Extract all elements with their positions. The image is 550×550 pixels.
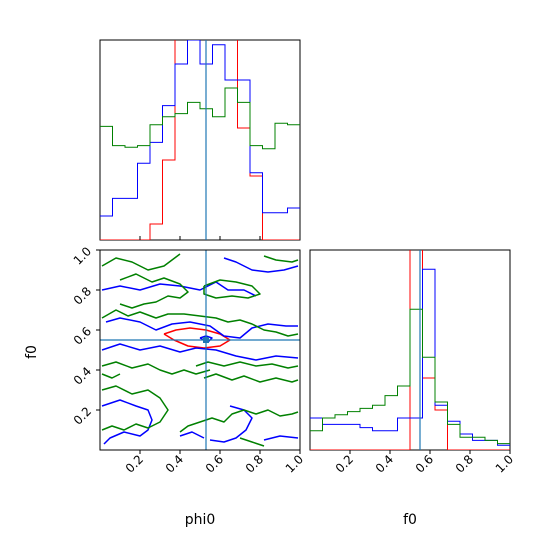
blue-contour bbox=[101, 343, 299, 361]
contour-frame bbox=[99, 249, 301, 451]
blue-contour bbox=[179, 431, 205, 439]
f0-xtick-label: 0.6 bbox=[413, 452, 436, 475]
f0-ytick-label: 0.2 bbox=[71, 404, 94, 427]
green-contour bbox=[263, 255, 299, 263]
truth-marker bbox=[203, 337, 209, 343]
f0-histogram-panel: 0.2 0.4 0.6 0.8 1.0 bbox=[309, 249, 516, 476]
green-contour bbox=[179, 409, 299, 433]
phi0-xtick-label: 0.6 bbox=[203, 452, 226, 475]
f0-ytick-label: 0.6 bbox=[71, 324, 94, 347]
green-contour bbox=[239, 437, 265, 447]
blue-contour bbox=[105, 317, 298, 339]
f0-ytick-label: 0.4 bbox=[71, 364, 94, 387]
green-contour bbox=[101, 253, 181, 271]
y-axis-label-f0: f0 bbox=[24, 345, 40, 359]
blue-contour bbox=[101, 399, 153, 445]
green-contour bbox=[101, 309, 299, 337]
f0-ytick-label: 0.8 bbox=[71, 284, 94, 307]
f0-xtick-label: 0.2 bbox=[333, 452, 356, 475]
phi0-f0-contour-panel: 0.2 0.4 0.6 0.8 1.0 0.2 0.4 0.6 0.8 1.0 bbox=[71, 244, 306, 475]
red-contour bbox=[163, 327, 231, 349]
phi0-blue-histogram bbox=[100, 40, 300, 217]
phi0-xtick-label: 1.0 bbox=[283, 452, 306, 475]
green-contour bbox=[203, 279, 261, 299]
phi0-red-histogram bbox=[100, 40, 300, 240]
green-contour bbox=[101, 385, 169, 431]
f0-ytick-label: 1.0 bbox=[71, 244, 94, 267]
green-contour bbox=[195, 361, 299, 369]
green-contour bbox=[203, 373, 299, 383]
phi0-histogram-frame bbox=[99, 39, 301, 241]
green-contour bbox=[101, 373, 121, 379]
green-contour bbox=[119, 273, 189, 309]
phi0-xtick-label: 0.2 bbox=[123, 452, 146, 475]
blue-contour bbox=[101, 281, 257, 297]
f0-xtick-label: 0.4 bbox=[373, 452, 396, 475]
blue-contour bbox=[209, 405, 253, 443]
x-axis-label-f0: f0 bbox=[403, 512, 417, 528]
f0-green-histogram bbox=[310, 308, 510, 445]
blue-contour bbox=[263, 435, 299, 441]
phi0-xtick-label: 0.4 bbox=[163, 452, 186, 475]
f0-xtick-label: 1.0 bbox=[493, 452, 516, 475]
green-contour bbox=[101, 361, 211, 375]
blue-contour bbox=[223, 257, 299, 273]
phi0-green-histogram bbox=[100, 87, 300, 150]
f0-blue-histogram bbox=[310, 268, 510, 446]
f0-xtick-label: 0.8 bbox=[453, 452, 476, 475]
phi0-xtick-label: 0.8 bbox=[243, 452, 266, 475]
x-axis-label-phi0: phi0 bbox=[185, 512, 216, 528]
phi0-histogram-panel bbox=[99, 39, 301, 241]
